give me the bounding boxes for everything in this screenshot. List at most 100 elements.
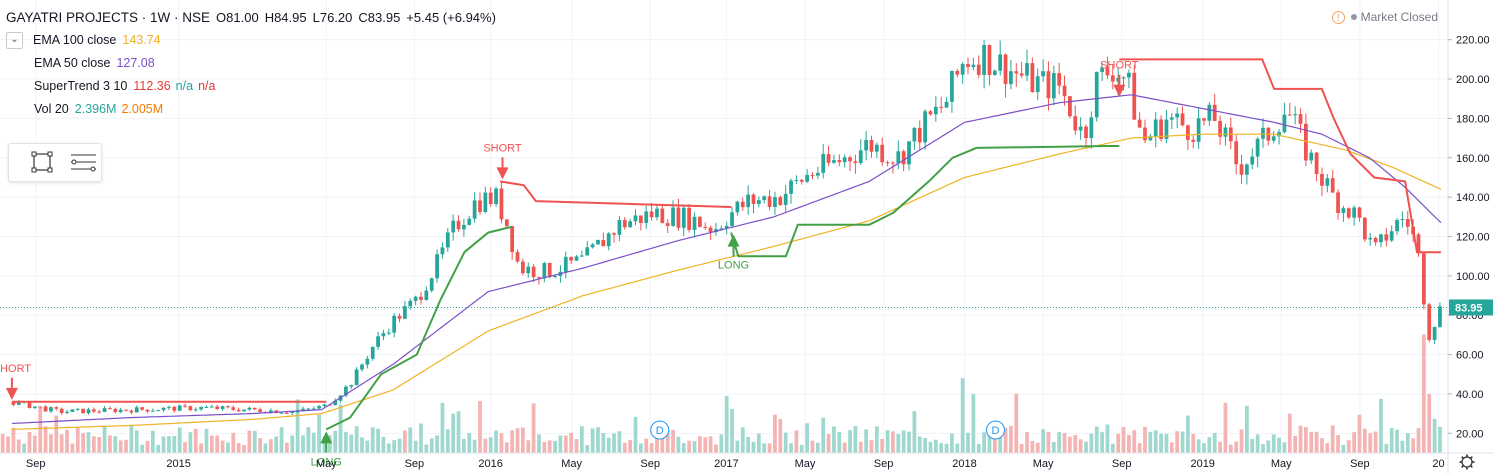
indicator-row[interactable]: Vol 20 2.396M 2.005M — [6, 98, 502, 121]
candle — [810, 172, 815, 180]
volume-bar — [306, 427, 311, 453]
candle — [38, 406, 43, 409]
candle — [199, 406, 203, 412]
volume-bar — [349, 434, 354, 453]
candle — [1078, 117, 1083, 140]
candle — [32, 406, 37, 409]
candle-body — [333, 400, 338, 406]
candle-body — [311, 408, 316, 410]
volume-bar — [756, 433, 761, 453]
candle — [826, 145, 831, 167]
candle-body — [917, 127, 922, 143]
candle-body — [134, 407, 139, 413]
candle-body — [1395, 220, 1399, 232]
volume-bar — [789, 443, 793, 453]
candle-body — [751, 194, 756, 204]
candle-body — [183, 405, 187, 407]
candle — [1218, 115, 1222, 145]
candle — [542, 261, 547, 283]
candle-body — [778, 197, 783, 205]
volume-bar — [842, 442, 847, 453]
volume-bar — [140, 444, 144, 453]
candle — [1336, 189, 1340, 220]
time-axis: Sep 2015 May Sep 2016 May Sep 2017 May Sep 2018 May… — [0, 452, 1494, 470]
candle — [998, 40, 1003, 76]
volume-bar — [1373, 431, 1378, 453]
volume-bar — [992, 432, 997, 453]
candle-body — [789, 180, 793, 194]
candle-body — [172, 406, 177, 411]
dividend-marker[interactable]: D — [650, 420, 670, 440]
candle — [102, 405, 107, 413]
candle-body — [1175, 113, 1180, 118]
volume-bar — [1153, 430, 1158, 453]
candle — [1180, 106, 1185, 127]
volume-bar — [1019, 443, 1024, 453]
candle — [655, 204, 659, 221]
warning-icon[interactable]: ! — [1331, 10, 1345, 24]
candle — [687, 204, 692, 233]
candle-body — [783, 193, 788, 205]
time-tick-label: May — [1271, 458, 1292, 470]
candle — [1389, 225, 1394, 243]
candle-body — [488, 192, 493, 205]
candle-body — [59, 408, 64, 413]
candle-body — [612, 233, 616, 235]
candle — [580, 250, 584, 258]
volume-bar — [204, 428, 209, 453]
candle-body — [1400, 219, 1405, 221]
volume-bar — [762, 443, 767, 453]
price-tick-label: 220.00 — [1456, 35, 1490, 47]
indicator-value: n/a — [175, 79, 194, 93]
volume-bar — [1255, 434, 1260, 453]
candle — [1438, 302, 1442, 329]
candle-body — [510, 226, 515, 253]
candle — [1009, 60, 1013, 90]
candle-body — [1084, 126, 1088, 139]
candle — [1019, 61, 1024, 78]
candle — [1357, 206, 1362, 222]
volume-bar — [1105, 424, 1110, 453]
volume-bar — [1368, 433, 1373, 453]
indicator-row[interactable]: SuperTrend 3 10 112.36 n/a n/a — [6, 75, 502, 98]
gear-icon[interactable] — [1459, 454, 1475, 470]
candle — [714, 222, 718, 236]
indicator-row[interactable]: ⌄ EMA 100 close 143.74 — [6, 29, 502, 52]
candle-body — [976, 64, 981, 75]
candle-body — [258, 409, 262, 412]
candle-body — [1164, 119, 1169, 140]
candle-body — [306, 408, 311, 410]
candle — [789, 178, 793, 204]
volume-bar — [1320, 438, 1324, 453]
candle — [992, 69, 997, 76]
price-tick-label: 100.00 — [1456, 271, 1490, 283]
candle-body — [145, 409, 150, 412]
chevron-down-icon[interactable]: ⌄ — [6, 32, 23, 49]
volume-bar — [440, 402, 445, 453]
candle-body — [1159, 119, 1163, 140]
volume-bar — [1239, 429, 1244, 453]
dividend-marker[interactable]: D — [986, 420, 1005, 440]
drawing-toolbox[interactable] — [8, 143, 102, 182]
indicator-row[interactable]: EMA 50 close 127.08 — [6, 52, 502, 75]
candle — [1228, 117, 1233, 150]
volume-bar — [499, 433, 504, 453]
candle — [596, 239, 600, 245]
candle-body — [1068, 96, 1072, 117]
volume-bar — [950, 433, 954, 453]
candle — [928, 109, 933, 116]
volume-bar — [22, 443, 27, 453]
candle-body — [681, 207, 686, 228]
candle-body — [199, 407, 203, 410]
volume-bar — [1325, 443, 1330, 453]
candle — [1384, 228, 1389, 247]
volume-bar — [837, 432, 842, 453]
short-arrow-icon — [5, 387, 18, 400]
volume-bar — [27, 431, 32, 453]
volume-bar — [547, 440, 552, 453]
candle — [730, 206, 734, 229]
candle-body — [472, 200, 477, 219]
candle — [386, 328, 391, 336]
candle-body — [456, 220, 461, 230]
